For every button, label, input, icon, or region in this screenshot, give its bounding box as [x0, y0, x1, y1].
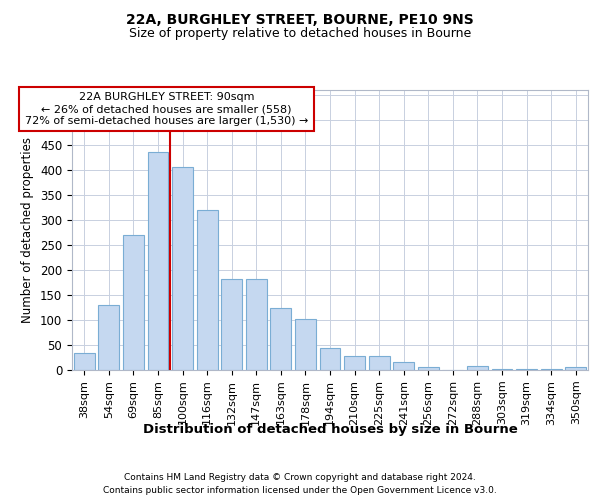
Bar	[172, 168, 193, 370]
Bar	[368, 356, 389, 370]
Text: 22A, BURGHLEY STREET, BOURNE, PE10 9NS: 22A, BURGHLEY STREET, BOURNE, PE10 9NS	[126, 12, 474, 26]
Bar	[98, 305, 119, 370]
Bar	[393, 362, 414, 370]
Bar	[74, 352, 95, 370]
Bar	[246, 278, 267, 370]
Text: Contains public sector information licensed under the Open Government Licence v3: Contains public sector information licen…	[103, 486, 497, 495]
Bar	[197, 210, 218, 370]
Bar	[491, 368, 512, 370]
Bar	[295, 318, 316, 370]
Bar	[418, 367, 439, 370]
Text: Size of property relative to detached houses in Bourne: Size of property relative to detached ho…	[129, 28, 471, 40]
Bar	[344, 356, 365, 370]
Bar	[123, 235, 144, 370]
Bar	[148, 152, 169, 370]
Bar	[541, 368, 562, 370]
Text: 22A BURGHLEY STREET: 90sqm
← 26% of detached houses are smaller (558)
72% of sem: 22A BURGHLEY STREET: 90sqm ← 26% of deta…	[25, 92, 308, 126]
Bar	[221, 278, 242, 370]
Bar	[467, 366, 488, 370]
Text: Contains HM Land Registry data © Crown copyright and database right 2024.: Contains HM Land Registry data © Crown c…	[124, 472, 476, 482]
Bar	[565, 367, 586, 370]
Text: Distribution of detached houses by size in Bourne: Distribution of detached houses by size …	[143, 422, 517, 436]
Bar	[516, 368, 537, 370]
Bar	[271, 308, 292, 370]
Y-axis label: Number of detached properties: Number of detached properties	[22, 137, 34, 323]
Bar	[320, 348, 340, 370]
